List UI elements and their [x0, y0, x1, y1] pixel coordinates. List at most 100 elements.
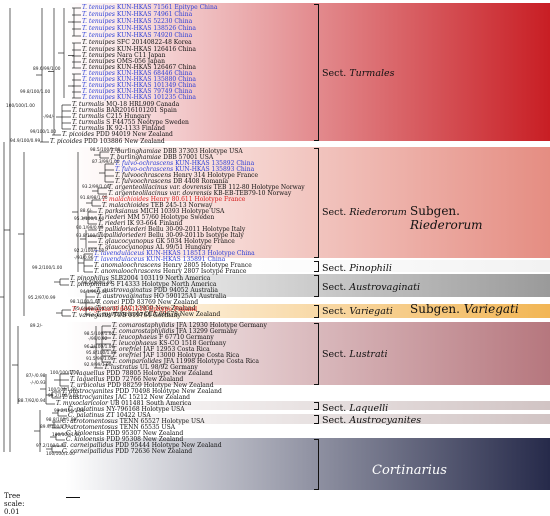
voucher-text: KUN-HKAS 135892 China [173, 160, 255, 167]
section-prefix: Sect. [322, 349, 350, 360]
species-name: T. pinophilus [70, 275, 109, 282]
voucher-text: KUN-HKAS 138526 China [115, 25, 196, 32]
voucher-text: IK 92-1133 Finland [104, 125, 165, 132]
section-name: Austrovaginati [349, 282, 421, 293]
taxon-label: T. variegatus TUB 019764 Germany [72, 313, 181, 319]
bracket-cortinarius [314, 439, 319, 490]
support-value: 98.5/100/1.00 [82, 281, 113, 286]
section-name: Laquelli [349, 403, 389, 414]
band-pinophili [0, 260, 550, 272]
voucher-text: JAF 13000 Holotype Costa Rica [141, 352, 240, 359]
voucher-text: PDD 88259 Holotype New Zealand [105, 382, 214, 389]
voucher-text: KUN-HKAS 101349 China [115, 82, 196, 89]
voucher-text: GK 5034 Holotype France [153, 238, 235, 245]
taxon-label: T. fulvo-ochrascens KUN-HKAS 135893 Chin… [115, 167, 254, 173]
support-value: -/94/- [43, 115, 55, 120]
tree-branches [0, 7, 114, 453]
taxon-label: T. tenuipes KUN-HKAS 71561 Epitype China [82, 5, 217, 11]
support-value: 100/100/1.00 [52, 433, 81, 438]
species-name: T. fulvoochrascens [115, 178, 172, 185]
voucher-text: PDD 95444 Holotype New Zealand [113, 442, 222, 449]
species-name: T. turmalis [72, 107, 105, 114]
support-value: -/-/0.93 [30, 381, 46, 386]
voucher-text: KUN-HKAS 74961 China [115, 11, 193, 18]
support-value: 100/100/1.00 [46, 452, 75, 457]
voucher-text: Henry 80.611 Holotype France [148, 196, 246, 203]
voucher-text: KUN-HKAS 68446 China [115, 70, 193, 77]
voucher-text: Henry 2805 Holotype France [161, 262, 252, 269]
voucher-text: TENN 65535 USA [117, 424, 176, 431]
voucher-text: PDD 70498 Holotype New Zealand [113, 388, 222, 395]
section-label-laquelli: Sect. Laquelli [322, 403, 388, 414]
species-name: T. tenuipes [82, 25, 116, 32]
taxon-label: C. palatinus ZT 10422 USA [68, 413, 151, 419]
taxon-label: T. pallidoriederi Bellu 30-09-2011b Isot… [98, 233, 244, 239]
voucher-text: DBB 57001 USA [161, 154, 214, 161]
voucher-text: Henry 314 Holotype France [171, 172, 259, 179]
support-value: 97.2/100/1.00 [36, 444, 67, 449]
taxon-label: T. austrovaginatus PDD 94052 Australia [96, 288, 218, 294]
taxon-label: T. malachioides TEB 245-13 Norway [102, 203, 212, 209]
taxon-label: C. carneipallidus PDD 72636 New Zealand [62, 449, 192, 455]
voucher-text: KUN-HKAS 71561 Epitype China [115, 4, 218, 11]
species-name: T. tenuipes [82, 76, 116, 83]
voucher-text: KUN-HKAS 118513 Holotype China [144, 250, 255, 257]
species-name: T. variegatus [72, 306, 112, 313]
voucher-text: ZT 10422 USA [104, 412, 151, 419]
species-name: T. urbicolus [70, 382, 106, 389]
support-value: 98.1/100/1.00 [70, 300, 101, 305]
species-name: T. turmalis [72, 125, 105, 132]
taxon-label: C. palatinus NY-796168 Holotype USA [68, 407, 185, 413]
taxon-label: C. atrotomentosus TENN 65535 USA [62, 425, 175, 431]
species-name: T. burlinghamiae [110, 154, 162, 161]
taxon-label: C. carneipallidus PDD 95444 Holotype New… [62, 443, 222, 449]
taxon-label: T. glaucocyanopus GK 5034 Holotype Franc… [98, 239, 235, 245]
voucher-text: PDD 103886 New Zealand [82, 138, 165, 145]
species-name: C. kioloensis [66, 430, 105, 437]
voucher-text: Bellu 30-09-2011b Isotype Italy [146, 232, 244, 239]
species-name: T. burlinghamiae [110, 148, 162, 155]
species-name: T. lavendulaceus [94, 256, 145, 263]
voucher-text: PDD 95307 New Zealand [104, 430, 184, 437]
voucher-text: KUN-HKAS 135893 China [173, 166, 255, 173]
species-name: T. austrocyanites [62, 394, 114, 401]
support-value: 95.2/97/0.99 [28, 296, 56, 301]
species-name: C. atrotomentosus [62, 424, 118, 431]
taxon-label: T. glaucocyanopus AL 99/51 Hungary [98, 245, 212, 251]
species-name: T. tenuipes [82, 88, 116, 95]
taxon-label: T. variegatus H 6031519 Epitype Finland [72, 307, 197, 313]
voucher-text: AL 99/51 Hungary [153, 244, 212, 251]
species-name: T. laquellus [70, 376, 105, 383]
taxon-label: T. tenuipes KUN-HKAS 138526 China [82, 26, 196, 32]
subgenus-label-variegati: Subgen. Variegati [410, 302, 519, 316]
taxon-label: T. tenuipes KUN-HKAS 68446 China [82, 71, 192, 77]
taxon-label: T. pinophilus SLB2004 103119 North Ameri… [70, 276, 210, 282]
phylogenetic-tree-figure: T. tenuipes KUN-HKAS 71561 Epitype China… [0, 3, 550, 516]
scale-label: Tree scale: 0.01 [4, 492, 25, 516]
voucher-text: KS-CO 1518 Germany [157, 340, 227, 347]
taxon-label: C. atrotomentosus TENN 65527 Holotype US… [62, 419, 205, 425]
bracket-lustrati [314, 323, 319, 385]
taxon-label: T. laquellus PDD 72766 New Zealand [70, 377, 183, 383]
species-name: T. pinophilus [70, 281, 109, 288]
voucher-text: IK 93-664 Finland [125, 220, 183, 227]
band-lustrati [0, 322, 550, 385]
support-value: 92.9/99/1.00 [84, 363, 112, 368]
voucher-text: JFA 12930 Holotype Germany [174, 322, 267, 329]
support-value: 95.6/100/1.00 [74, 307, 105, 312]
species-name: T. argenteolilacinus var. dovrensis [108, 190, 212, 197]
support-value: 90.1/99/0.99 [76, 226, 104, 231]
voucher-text: KB-EB-TEB79-10 Norway [211, 190, 292, 197]
voucher-text: H 6031519 Epitype Finland [111, 306, 198, 313]
species-name: C. carneipallidus [62, 448, 114, 455]
taxon-label: T. lustratus UL 98/92 Germany [104, 365, 198, 371]
section-name: Riederorum [349, 207, 407, 218]
subgenus-line: Riederorum [410, 218, 483, 232]
species-name: T. lavendulaceus [94, 250, 145, 257]
species-name: T. austrocyanites [62, 388, 114, 395]
section-name: Pinophili [349, 263, 392, 274]
support-value: 98.5/100/1.00 [90, 148, 121, 153]
voucher-text: MQ-18 HRL909 Canada [104, 101, 180, 108]
support-value: 92.2/100/1.00 [74, 249, 105, 254]
section-prefix: Sect. [322, 263, 350, 274]
